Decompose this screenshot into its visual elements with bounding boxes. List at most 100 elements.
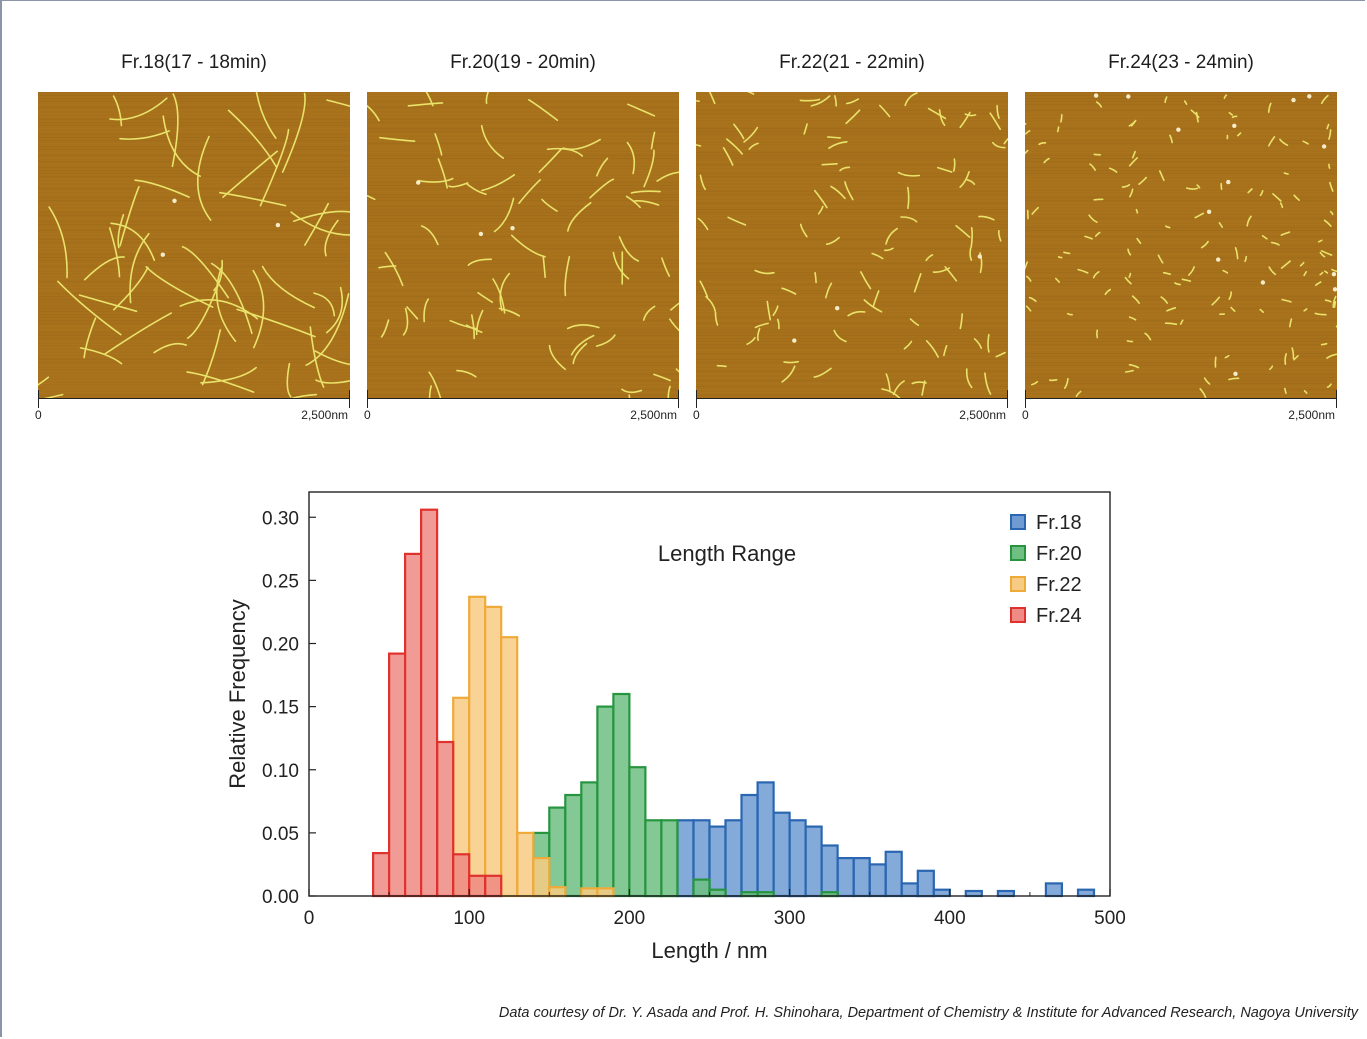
afm-fiber (892, 380, 905, 396)
afm-fiber (907, 186, 910, 209)
scale-bar: 0 2,500nm (35, 390, 350, 428)
panel-title: Fr.22(21 - 22min) (779, 52, 925, 73)
afm-fiber (726, 138, 743, 155)
panel-title: Fr.20(19 - 20min) (450, 52, 596, 73)
histogram-bar (468, 595, 487, 898)
histogram-bar (1076, 888, 1096, 898)
histogram-bar (564, 793, 583, 898)
afm-fiber (953, 158, 956, 172)
histogram-chart: 0.00 0.05 0.10 0.15 0.20 0.25 0.30 0 100 200 300 40… (225, 491, 1126, 963)
x-tick-label: 0 (304, 908, 315, 929)
histogram-bar (820, 844, 839, 898)
afm-fiber (781, 365, 796, 383)
afm-fiber (493, 197, 515, 233)
histogram-bar (708, 825, 727, 898)
afm-fiber (1228, 291, 1232, 300)
afm-fiber (219, 191, 287, 207)
afm-fiber (57, 280, 122, 336)
afm-fiber (766, 300, 772, 321)
scale-start-label: 0 (364, 408, 371, 422)
afm-fiber (1084, 235, 1093, 240)
afm-fiber (642, 305, 656, 321)
panel-title: Fr.18(17 - 18min) (121, 52, 267, 73)
afm-fiber (252, 269, 265, 349)
legend-label: Fr.18 (1036, 512, 1082, 534)
histogram-bar (676, 819, 695, 898)
histogram-bar (388, 652, 407, 898)
afm-fiber (937, 166, 953, 173)
afm-fiber (699, 280, 709, 298)
afm-fiber (1075, 390, 1082, 398)
afm-fiber (1121, 184, 1131, 188)
histogram-bar (548, 806, 567, 898)
afm-fiber (1230, 306, 1236, 312)
afm-fiber (499, 272, 511, 312)
afm-fiber (83, 317, 97, 359)
y-tick-label: 0.10 (262, 761, 299, 782)
histogram-bar (436, 740, 455, 898)
afm-fiber (1060, 114, 1063, 123)
afm-fiber (669, 318, 679, 332)
afm-fiber (964, 113, 977, 117)
afm-fiber (589, 178, 615, 199)
afm-image (1025, 92, 1337, 398)
series-Fr.22 (452, 595, 615, 898)
afm-fiber (314, 350, 350, 366)
histogram-bar (756, 781, 775, 898)
afm-fiber (630, 190, 661, 194)
afm-fiber (776, 318, 780, 330)
afm-fiber (938, 109, 946, 126)
afm-particle (977, 254, 982, 259)
afm-fiber (286, 362, 292, 398)
afm-fiber (1127, 248, 1132, 256)
afm-fiber (181, 245, 230, 299)
afm-particle (478, 231, 484, 237)
afm-fiber (696, 100, 700, 102)
afm-fiber (196, 135, 212, 221)
afm-fiber (1025, 149, 1029, 155)
afm-fiber (119, 186, 140, 247)
afm-fiber (367, 194, 376, 201)
afm-fiber (667, 385, 671, 398)
afm-fiber (747, 92, 755, 95)
afm-fiber (1329, 210, 1334, 216)
afm-fiber (1200, 240, 1209, 249)
afm-fiber (112, 95, 123, 127)
afm-fiber (1293, 194, 1300, 201)
afm-fiber (670, 302, 679, 311)
afm-fiber (1181, 278, 1192, 282)
afm-fiber (1211, 296, 1221, 306)
afm-fiber (309, 326, 325, 388)
afm-fiber (134, 179, 190, 198)
afm-fiber (1108, 167, 1118, 173)
afm-fiber (900, 216, 918, 223)
afm-fiber (872, 290, 880, 307)
afm-fiber (1057, 256, 1063, 259)
afm-particle (160, 252, 165, 257)
afm-fiber (1186, 187, 1199, 190)
scale-end-label: 2,500nm (630, 408, 677, 422)
afm-fiber (1259, 190, 1264, 197)
afm-fiber (944, 266, 958, 282)
afm-fiber (845, 109, 861, 125)
afm-fiber (825, 236, 840, 245)
afm-fiber (548, 344, 566, 371)
afm-fiber (171, 93, 179, 168)
data-credit: Data courtesy of Dr. Y. Asada and Prof. … (498, 1005, 1358, 1021)
afm-fiber (1329, 181, 1334, 192)
afm-fiber (969, 247, 973, 261)
afm-fiber (1199, 388, 1207, 398)
afm-fiber (1135, 208, 1139, 214)
afm-fiber (781, 287, 797, 295)
afm-fiber (1194, 212, 1205, 219)
afm-fiber (904, 92, 918, 107)
afm-fiber (1164, 322, 1178, 326)
afm-fiber (292, 210, 350, 222)
histogram-bar (484, 605, 503, 898)
afm-fiber (1190, 109, 1200, 118)
afm-fiber (117, 214, 125, 249)
afm-image (38, 92, 350, 398)
afm-fiber (179, 299, 259, 320)
afm-fiber (528, 99, 559, 122)
